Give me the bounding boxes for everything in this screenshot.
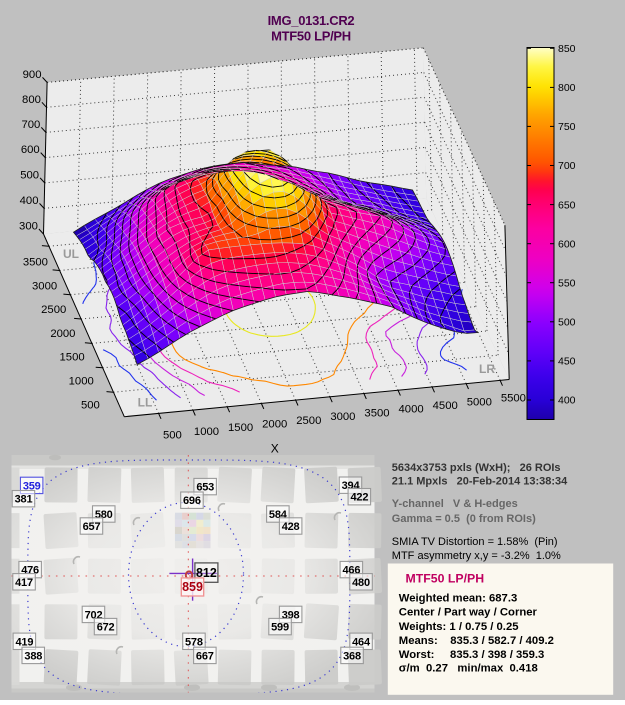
svg-text:480: 480 [352, 577, 370, 589]
svg-text:Gamma = 0.5 (0 from ROIs): Gamma = 0.5 (0 from ROIs) [392, 513, 536, 525]
svg-text:2500: 2500 [41, 304, 66, 316]
svg-text:500: 500 [81, 399, 100, 411]
svg-text:1500: 1500 [228, 422, 253, 434]
svg-text:Worst: 835.3 / 398 / 359.3: Worst: 835.3 / 398 / 359.3 [399, 649, 544, 661]
svg-text:696: 696 [183, 495, 201, 507]
svg-text:3000: 3000 [330, 411, 355, 423]
svg-text:599: 599 [271, 622, 289, 634]
svg-text:578: 578 [185, 636, 203, 648]
svg-text:368: 368 [343, 650, 361, 662]
svg-text:Y-channel V & H-edges: Y-channel V & H-edges [392, 498, 518, 510]
svg-text:550: 550 [558, 277, 576, 289]
svg-text:1500: 1500 [60, 352, 85, 364]
svg-text:464: 464 [352, 636, 371, 648]
svg-text:MTF50 LP/PH: MTF50 LP/PH [406, 571, 485, 585]
svg-text:UL: UL [63, 247, 79, 261]
svg-text:650: 650 [558, 199, 576, 211]
svg-text:SMIA TV Distortion = 1.58% (P: SMIA TV Distortion = 1.58% (Pin) [392, 536, 558, 548]
svg-text:672: 672 [97, 622, 115, 634]
svg-text:3000: 3000 [32, 280, 57, 292]
svg-text:388: 388 [24, 650, 42, 662]
svg-text:859: 859 [182, 580, 203, 594]
svg-text:419: 419 [16, 636, 34, 648]
svg-text:MTF50 LP/PH: MTF50 LP/PH [271, 29, 351, 44]
svg-text:400: 400 [558, 395, 576, 407]
svg-text:3500: 3500 [364, 407, 389, 419]
svg-text:300: 300 [19, 221, 38, 233]
svg-text:Center / Part way / Corner: Center / Part way / Corner [399, 607, 538, 619]
svg-text:1000: 1000 [194, 426, 219, 438]
svg-text:422: 422 [351, 492, 369, 504]
svg-text:5500: 5500 [501, 393, 526, 405]
svg-text:IMG_0131.CR2: IMG_0131.CR2 [268, 13, 355, 28]
svg-text:600: 600 [21, 144, 40, 156]
svg-text:21.1 Mpxls 20-Feb-2014 13:38: 21.1 Mpxls 20-Feb-2014 13:38:34 [392, 476, 568, 488]
svg-text:3500: 3500 [23, 257, 48, 269]
svg-text:MTF asymmetry x,y = -3.2% 1.0: MTF asymmetry x,y = -3.2% 1.0% [392, 550, 561, 562]
svg-text:700: 700 [558, 160, 576, 172]
svg-text:Weighted mean: 687.3: Weighted mean: 687.3 [399, 593, 517, 605]
svg-text:5634x3753 pxls (WxH); 26 ROI: 5634x3753 pxls (WxH); 26 ROIs [392, 462, 561, 474]
svg-text:500: 500 [20, 169, 39, 181]
svg-text:700: 700 [21, 119, 40, 131]
svg-text:750: 750 [558, 121, 576, 133]
svg-text:500: 500 [558, 317, 576, 329]
svg-text:381: 381 [15, 494, 33, 506]
svg-text:657: 657 [83, 521, 101, 533]
svg-text:X: X [271, 442, 279, 456]
svg-text:4500: 4500 [433, 400, 458, 412]
svg-text:900: 900 [23, 69, 42, 81]
svg-text:500: 500 [163, 430, 182, 442]
svg-text:667: 667 [196, 650, 214, 662]
svg-text:Means: 835.3 / 582.7 / 409.: Means: 835.3 / 582.7 / 409.2 [399, 635, 554, 647]
svg-text:400: 400 [20, 195, 39, 207]
svg-text:LL: LL [138, 396, 153, 410]
svg-text:5000: 5000 [467, 396, 492, 408]
svg-text:800: 800 [558, 82, 576, 94]
svg-text:428: 428 [282, 521, 300, 533]
svg-text:Weights: 1 / 0.75 / 0.25: Weights: 1 / 0.75 / 0.25 [399, 621, 519, 633]
svg-text:2000: 2000 [50, 328, 75, 340]
svg-text:800: 800 [22, 94, 41, 106]
svg-text:600: 600 [558, 238, 576, 250]
svg-text:LR: LR [479, 362, 495, 376]
svg-text:2000: 2000 [262, 419, 287, 431]
svg-text:σ/m 0.27 min/max 0.418: σ/m 0.27 min/max 0.418 [399, 662, 538, 674]
svg-text:850: 850 [558, 43, 576, 55]
svg-text:450: 450 [558, 356, 576, 368]
svg-text:2500: 2500 [296, 415, 321, 427]
svg-text:1000: 1000 [69, 376, 94, 388]
svg-text:417: 417 [15, 577, 33, 589]
svg-text:4000: 4000 [399, 404, 424, 416]
